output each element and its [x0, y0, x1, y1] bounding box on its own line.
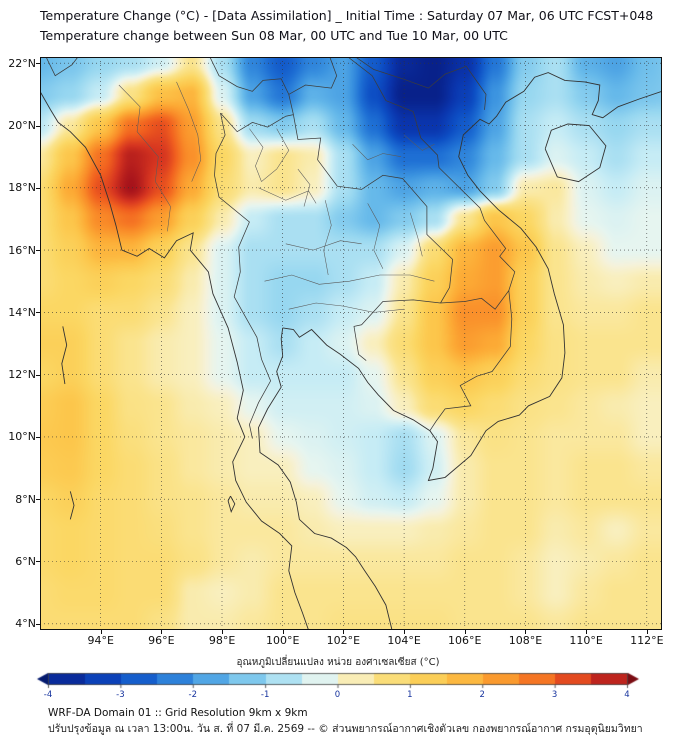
- y-tick-label: 16°N: [8, 243, 36, 257]
- y-tick-label: 14°N: [8, 305, 36, 319]
- colorbar: [36, 671, 640, 689]
- temperature-field-canvas: [40, 57, 662, 630]
- x-tick-label: 108°E: [508, 634, 543, 647]
- x-tick-label: 106°E: [448, 634, 482, 647]
- x-tick-label: 96°E: [148, 634, 175, 647]
- footer-line-1: WRF-DA Domain 01 :: Grid Resolution 9km …: [48, 707, 308, 719]
- colorbar-label: อุณหภูมิเปลี่ยนแปลง หน่วย องศาเซลเซียส (…: [236, 657, 440, 668]
- figure-footer: WRF-DA Domain 01 :: Grid Resolution 9km …: [48, 705, 643, 738]
- x-tick-mark: [161, 630, 163, 634]
- map-borders-overlay: [40, 57, 662, 630]
- footer-line-2: ปรับปรุงข้อมูล ณ เวลา 13:00น. วัน ส. ที่…: [48, 723, 643, 736]
- colorbar-tick-label: -1: [260, 690, 270, 700]
- x-tick-mark: [222, 630, 224, 634]
- x-tick-mark: [525, 630, 527, 634]
- y-tick-label: 10°N: [8, 430, 36, 444]
- x-tick-label: 100°E: [265, 634, 300, 647]
- y-tick-mark: [36, 374, 40, 376]
- colorbar-tick-label: 3: [551, 690, 558, 700]
- x-tick-label: 112°E: [630, 634, 664, 647]
- x-tick-mark: [343, 630, 345, 634]
- colorbar-tick-label: 2: [479, 690, 485, 700]
- colorbar-tick-label: 4: [624, 690, 630, 700]
- x-tick-mark: [100, 630, 102, 634]
- y-tick-label: 8°N: [15, 492, 36, 506]
- colorbar-ticks: -4 -3 -2 -1 0 1 2 3 4: [36, 690, 640, 702]
- y-tick-mark: [36, 499, 40, 501]
- y-tick-mark: [36, 436, 40, 438]
- x-tick-label: 94°E: [87, 634, 114, 647]
- y-tick-mark: [36, 623, 40, 625]
- y-tick-label: 18°N: [8, 181, 36, 195]
- y-tick-mark: [36, 63, 40, 65]
- y-tick-mark: [36, 125, 40, 127]
- y-tick-label: 20°N: [8, 119, 36, 132]
- y-tick-label: 12°N: [8, 368, 36, 382]
- y-tick-mark: [36, 561, 40, 563]
- x-tick-label: 104°E: [387, 634, 421, 647]
- x-tick-label: 98°E: [208, 634, 236, 647]
- title-line-1: Temperature Change (°C) - [Data Assimila…: [40, 8, 654, 23]
- colorbar-canvas: [36, 671, 640, 689]
- map-plot-area: [40, 57, 662, 630]
- y-tick-label: 6°N: [15, 554, 36, 568]
- x-tick-label: 110°E: [569, 634, 603, 647]
- y-tick-label: 4°N: [15, 617, 36, 631]
- y-tick-mark: [36, 187, 40, 189]
- x-tick-mark: [586, 630, 588, 634]
- colorbar-tick-label: -2: [188, 690, 197, 700]
- title-line-2: Temperature change between Sun 08 Mar, 0…: [40, 28, 508, 43]
- x-tick-mark: [404, 630, 406, 634]
- x-tick-mark: [282, 630, 284, 634]
- figure-title: Temperature Change (°C) - [Data Assimila…: [40, 6, 653, 46]
- y-tick-mark: [36, 312, 40, 314]
- colorbar-tick-label: -3: [116, 690, 125, 700]
- colorbar-tick-label: 1: [407, 690, 413, 700]
- colorbar-tick-label: 0: [334, 690, 341, 700]
- x-tick-mark: [464, 630, 466, 634]
- y-tick-mark: [36, 250, 40, 252]
- colorbar-tick-label: -4: [43, 690, 53, 700]
- x-tick-mark: [646, 630, 648, 634]
- x-tick-label: 102°E: [326, 634, 361, 647]
- y-tick-label: 22°N: [8, 56, 36, 70]
